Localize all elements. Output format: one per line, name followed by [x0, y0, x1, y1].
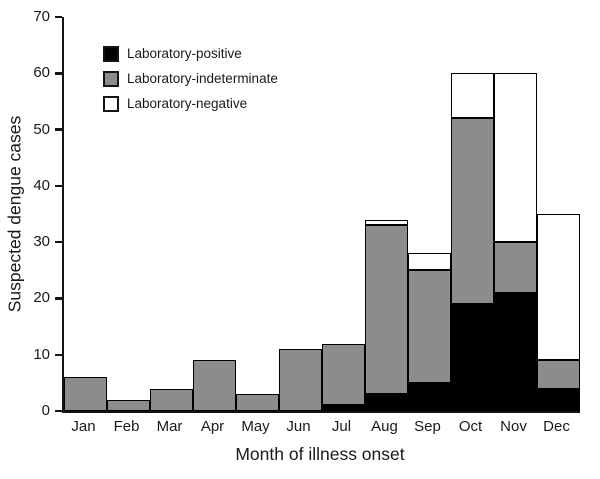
y-axis-title: Suspected dengue cases: [4, 115, 25, 313]
x-axis-labels: Jan Feb Mar Apr May Jun Jul Aug Sep Oct Nov Dec: [62, 418, 578, 435]
bar-segment-dec-positive: [537, 388, 580, 411]
legend-label-negative: Laboratory-negative: [127, 96, 248, 111]
bar-feb: [107, 399, 150, 411]
bar-segment-oct-positive: [451, 304, 494, 411]
bar-oct: [451, 73, 494, 411]
bar-segment-dec-negative: [537, 214, 580, 361]
bar-segment-jul-positive: [322, 405, 365, 411]
bar-segment-nov-positive: [494, 292, 537, 411]
x-tick-label-sep: Sep: [414, 418, 441, 435]
y-tick-label-50: 50: [33, 120, 50, 138]
y-tick-60: [54, 72, 62, 75]
legend-swatch-indeterminate-icon: [103, 71, 119, 87]
y-tick-label-60: 60: [33, 64, 50, 82]
x-tick-label-aug: Aug: [371, 418, 398, 435]
y-tick-20: [54, 297, 62, 300]
y-tick-30: [54, 240, 62, 244]
bar-segment-feb-indeterminate: [107, 399, 150, 411]
bar-segment-may-indeterminate: [236, 394, 279, 411]
bar-segment-nov-negative: [494, 73, 537, 243]
bar-segment-oct-negative: [451, 73, 494, 119]
y-tick-10: [54, 353, 62, 356]
x-tick-label-dec: Dec: [543, 418, 570, 435]
bar-segment-aug-negative: [365, 219, 408, 226]
x-tick-label-oct: Oct: [458, 418, 483, 435]
x-tick-label-jan: Jan: [71, 418, 96, 435]
x-tick-label-jul: Jul: [331, 418, 352, 435]
bar-aug: [365, 219, 408, 411]
bar-segment-aug-indeterminate: [365, 225, 408, 395]
bar-sep: [408, 253, 451, 411]
bar-segment-sep-negative: [408, 253, 451, 271]
bar-may: [236, 394, 279, 411]
legend-label-indeterminate: Laboratory-indeterminate: [127, 71, 278, 86]
legend-swatch-negative-icon: [103, 96, 119, 112]
x-axis-title: Month of illness onset: [235, 444, 405, 464]
bar-dec: [537, 214, 580, 411]
bar-jun: [279, 349, 322, 411]
bar-segment-apr-indeterminate: [193, 360, 236, 411]
x-tick-label-jun: Jun: [286, 418, 311, 435]
bar-segment-nov-indeterminate: [494, 242, 537, 293]
bar-segment-jan-indeterminate: [64, 377, 107, 411]
bar-segment-jul-indeterminate: [322, 343, 365, 406]
bar-segment-aug-positive: [365, 394, 408, 411]
x-tick-label-apr: Apr: [200, 418, 225, 435]
y-tick-label-70: 70: [33, 8, 50, 25]
y-tick-label-30: 30: [33, 233, 50, 251]
legend-item-indeterminate: Laboratory-indeterminate: [103, 71, 278, 87]
x-tick-label-mar: Mar: [156, 418, 183, 435]
bar-jan: [64, 377, 107, 411]
legend-label-positive: Laboratory-positive: [127, 46, 242, 61]
y-tick-70: [54, 15, 62, 19]
y-tick-label-10: 10: [33, 345, 50, 363]
legend: Laboratory-positive Laboratory-indetermin…: [103, 46, 278, 121]
y-tick-label-0: 0: [41, 402, 50, 419]
legend-item-positive: Laboratory-positive: [103, 46, 278, 62]
bar-nov: [494, 73, 537, 411]
y-tick-label-40: 40: [33, 176, 50, 194]
bar-segment-sep-positive: [408, 382, 451, 411]
bars-container: [64, 17, 580, 411]
bar-segment-sep-indeterminate: [408, 270, 451, 383]
bar-segment-mar-indeterminate: [150, 388, 193, 411]
bar-mar: [150, 388, 193, 411]
x-tick-label-nov: Nov: [500, 418, 527, 435]
bar-jul: [322, 343, 365, 411]
legend-swatch-positive-icon: [103, 46, 119, 62]
legend-item-negative: Laboratory-negative: [103, 96, 278, 112]
plot-area: 0 10 20 30 40 50 60 70: [33, 8, 580, 419]
bar-apr: [193, 360, 236, 411]
y-tick-label-20: 20: [33, 289, 50, 307]
x-tick-label-feb: Feb: [113, 418, 140, 435]
y-tick-50: [54, 128, 62, 131]
y-tick-0: [54, 409, 62, 413]
bar-segment-oct-indeterminate: [451, 118, 494, 305]
bar-segment-jun-indeterminate: [279, 349, 322, 411]
x-tick-label-may: May: [241, 418, 270, 435]
y-tick-40: [54, 184, 62, 188]
bar-segment-dec-indeterminate: [537, 360, 580, 389]
